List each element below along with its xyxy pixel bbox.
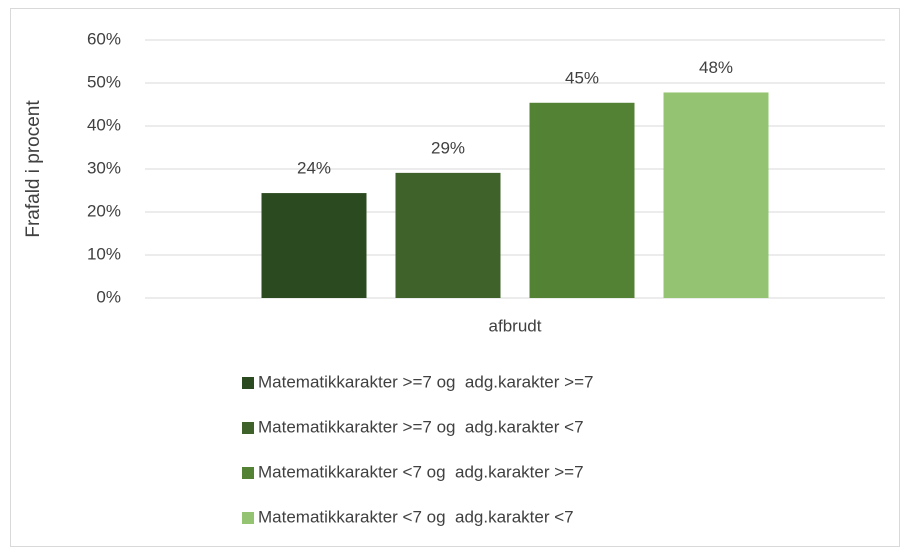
bar <box>529 102 635 298</box>
data-label: 45% <box>565 68 599 87</box>
bar <box>261 193 367 298</box>
legend-swatch <box>242 422 254 434</box>
legend-swatch <box>242 512 254 524</box>
legend-swatch <box>242 377 254 389</box>
y-axis-label: Frafald i procent <box>23 100 44 238</box>
bar <box>395 172 501 298</box>
x-tick-label: afbrudt <box>489 316 542 335</box>
y-tick-label: 20% <box>87 201 121 220</box>
legend-swatch <box>242 467 254 479</box>
y-tick-label: 30% <box>87 158 121 177</box>
legend-label: Matematikkarakter <7 og adg.karakter >=7 <box>258 462 584 481</box>
y-tick-label: 10% <box>87 244 121 263</box>
data-label: 24% <box>297 159 331 178</box>
legend-label: Matematikkarakter <7 og adg.karakter <7 <box>258 507 574 526</box>
y-tick-label: 50% <box>87 72 121 91</box>
data-label: 29% <box>431 138 465 157</box>
y-tick-label: 40% <box>87 115 121 134</box>
y-tick-label: 60% <box>87 29 121 48</box>
legend-label: Matematikkarakter >=7 og adg.karakter <7 <box>258 417 584 436</box>
y-tick-label: 0% <box>96 287 121 306</box>
legend-label: Matematikkarakter >=7 og adg.karakter >=… <box>258 372 593 391</box>
bar <box>663 92 769 299</box>
data-label: 48% <box>699 58 733 77</box>
